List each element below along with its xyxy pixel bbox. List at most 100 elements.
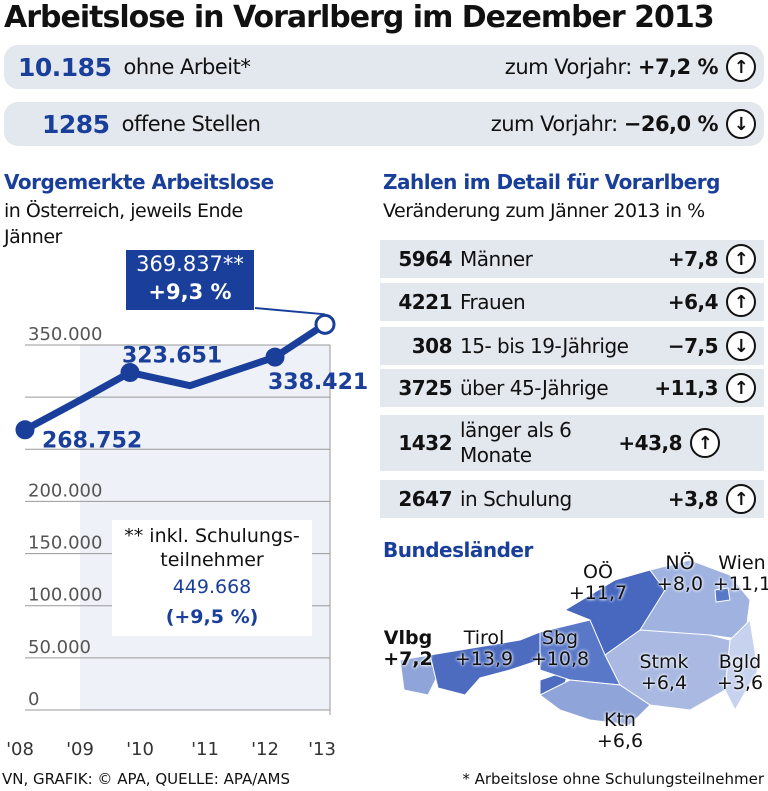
map-label-nö: NÖ +8,0 [640,553,720,595]
map-heading: Bundesländer [383,538,533,562]
state-name: NÖ [665,552,695,574]
y-tick-label: 200.000 [28,480,102,501]
chart-heading: Vorgemerkte Arbeitslose [4,170,274,194]
arrow-up-icon: ↑ [726,373,756,403]
data-point [120,362,140,382]
row-count: 308 [411,334,453,358]
row-change: +11,3 [654,376,718,400]
map-label-oö: OÖ +11,7 [558,562,638,604]
map-label-ktn: Ktn +6,6 [580,710,660,752]
x-tick-label: '08 [6,739,34,760]
y-tick-label: 350.000 [28,324,102,345]
note-change: (+9,5 %) [165,606,259,628]
row-count: 2647 [398,487,452,511]
map-ktn [539,679,651,726]
change-label: zum Vorjahr: [490,112,619,136]
row-change: +43,8 [618,431,682,455]
state-value: +13,9 [454,648,514,670]
row-change: +7,8 [667,247,719,271]
row-label: Männer [460,246,533,271]
map-label-stmk: Stmk +6,4 [624,652,704,694]
x-tick-label: '12 [251,739,279,760]
data-point [314,313,336,335]
detail-row: 2647 in Schulung +3,8 ↑ [380,480,764,518]
map-label-sbg: Sbg +10,8 [520,628,600,670]
y-tick-label: 100.000 [28,585,102,606]
data-point [15,420,35,440]
y-tick-label: 0 [28,689,39,710]
state-name: Wien [718,552,766,574]
arrow-up-icon: ↑ [726,484,756,514]
map-noe [639,560,751,641]
state-name: OÖ [583,561,613,583]
summary-label: offene Stellen [121,112,261,136]
map-label-tirol: Tirol +13,9 [444,628,524,670]
arrow-up-icon: ↑ [726,244,756,274]
arrow-down-icon: ↓ [726,109,756,139]
summary-value: 10.185 [18,52,112,82]
state-name: Ktn [604,709,636,731]
note-title: ** inkl. Schulungs-teilnehmer [124,525,300,571]
summary-open-positions: 1285 offene Stellen zum Vorjahr: −26,0 %… [4,102,764,146]
series-line [23,321,327,433]
state-value: +6,4 [640,672,688,694]
map-label-wien: Wien +11,1 [702,553,768,595]
x-tick-label: '09 [66,739,94,760]
detail-row: 4221 Frauen +6,4 ↑ [380,283,764,321]
austria-map [399,560,759,726]
chart-callout: 369.837** +9,3 % [126,250,254,310]
state-value: +6,6 [596,730,644,752]
arrow-down-icon: ↓ [726,331,756,361]
state-value: +10,8 [530,648,590,670]
change-value: +7,2 % [637,55,719,79]
row-count: 5964 [398,247,452,271]
page-title: Arbeitslose in Vorarlberg im Dezember 20… [4,0,715,35]
data-label: 268.752 [42,429,142,454]
change-value: −26,0 % [623,112,719,136]
x-tick-label: '11 [191,739,219,760]
state-name: Stmk [639,651,689,673]
state-value: +3,6 [716,672,764,694]
y-tick-label: 150.000 [28,533,102,554]
row-label: in Schulung [460,486,572,511]
row-label: länger als 6 Monate [460,418,572,467]
y-tick-label: 50.000 [28,637,91,658]
state-name: Bgld [718,651,762,673]
state-name: Sbg [541,627,579,649]
x-tick-label: '10 [126,739,154,760]
chart-subheading: in Österreich, jeweils Ende Jänner [4,200,243,248]
source: VN, GRAFIK: © APA, QUELLE: APA/AMS [2,770,291,788]
row-change: +6,4 [667,290,719,314]
row-label: Frauen [460,289,526,314]
summary-value: 1285 [42,109,110,139]
state-value: +11,7 [568,582,628,604]
arrow-up-icon: ↑ [726,52,756,82]
row-change: +3,8 [667,487,719,511]
arrow-up-icon: ↑ [726,287,756,317]
callout-value: 369.837** [136,252,244,276]
data-label: 323.651 [122,343,222,368]
detail-subheading: Veränderung zum Jänner 2013 in % [383,200,705,222]
state-value: +7,2 [383,648,433,670]
detail-heading: Zahlen im Detail für Vorarlberg [383,170,720,194]
state-value: +11,1 [712,573,768,595]
row-label: 15- bis 19-Jährige [460,333,629,358]
map-label-vlbg: Vlbg +7,2 [368,628,448,670]
row-count: 1432 [398,431,452,455]
data-label: 338.421 [268,370,368,395]
arrow-up-icon: ↑ [690,428,720,458]
detail-row: 308 15- bis 19-Jährige −7,5 ↓ [380,327,764,365]
row-count: 4221 [398,290,452,314]
data-point [265,347,285,367]
callout-change: +9,3 % [148,280,232,304]
row-count: 3725 [398,376,452,400]
detail-row: 3725 über 45-Jährige +11,3 ↑ [380,369,764,407]
chart-note: ** inkl. Schulungs-teilnehmer 449.668 (+… [112,520,312,636]
footnote: * Arbeitslose ohne Schulungsteilnehmer [462,770,764,788]
callout-pointer [254,307,326,316]
map-wien [714,587,731,603]
row-label: über 45-Jährige [460,375,609,400]
summary-label: ohne Arbeit* [123,55,251,79]
map-label-bgld: Bgld +3,6 [700,652,768,694]
detail-row: 1432 länger als 6 Monate +43,8 ↑ [380,415,764,471]
